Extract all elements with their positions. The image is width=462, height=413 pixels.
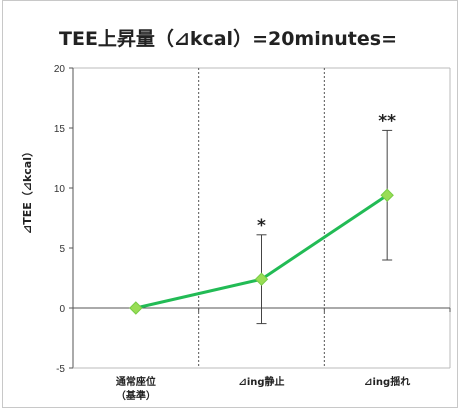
y-tick-label: 10 bbox=[54, 184, 66, 195]
x-category-label-line: （基準） bbox=[116, 389, 156, 402]
x-category-label-line: 通常座位 bbox=[116, 375, 156, 388]
significance-marker: * bbox=[257, 216, 266, 236]
data-point bbox=[380, 188, 394, 202]
y-tick-label: 20 bbox=[54, 64, 66, 75]
y-tick-label: 15 bbox=[54, 124, 66, 135]
y-tick-label: 5 bbox=[59, 244, 65, 255]
significance-marker: ** bbox=[378, 111, 396, 131]
plot-area: -5 0 5 10 15 20 通常座位（基準） ⊿ing静止 ⊿ing揺れ ⊿TEE（⊿kcal… bbox=[21, 64, 451, 402]
y-tick-label: -5 bbox=[56, 364, 65, 375]
chart-frame: TEE上昇量（⊿kcal）=20minutes= -5 0 5 10 15 20 通常座位（… bbox=[2, 0, 458, 408]
data-point bbox=[254, 272, 269, 286]
chart-title: TEE上昇量（⊿kcal）=20minutes= bbox=[59, 27, 397, 50]
x-category-label: ⊿ing静止 bbox=[238, 375, 284, 388]
x-category-label: ⊿ing揺れ bbox=[364, 375, 410, 388]
x-category-label: 通常座位（基準） bbox=[116, 375, 156, 402]
x-category-label-line: ⊿ing静止 bbox=[238, 375, 284, 388]
data-point bbox=[129, 301, 143, 315]
y-axis-title: ⊿TEE（⊿kcal） bbox=[21, 146, 34, 234]
y-tick-label: 0 bbox=[59, 304, 65, 315]
chart-svg: TEE上昇量（⊿kcal）=20minutes= -5 0 5 10 15 20 通常座位（… bbox=[21, 27, 451, 402]
x-category-label-line: ⊿ing揺れ bbox=[364, 375, 410, 388]
